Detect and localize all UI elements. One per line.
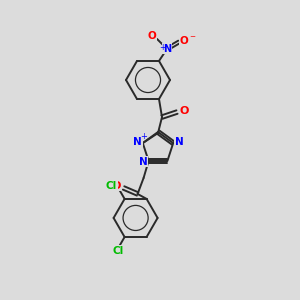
Text: O: O bbox=[112, 181, 121, 191]
Text: O: O bbox=[179, 106, 189, 116]
Text: N: N bbox=[134, 137, 142, 147]
Text: Cl: Cl bbox=[106, 181, 117, 191]
Text: N: N bbox=[175, 137, 184, 147]
Text: O$^-$: O$^-$ bbox=[179, 34, 197, 46]
Text: +: + bbox=[140, 132, 147, 141]
Text: O: O bbox=[148, 31, 156, 41]
Text: +: + bbox=[159, 44, 165, 52]
Text: N: N bbox=[163, 44, 171, 54]
Text: Cl: Cl bbox=[113, 246, 124, 256]
Text: N: N bbox=[139, 157, 148, 167]
